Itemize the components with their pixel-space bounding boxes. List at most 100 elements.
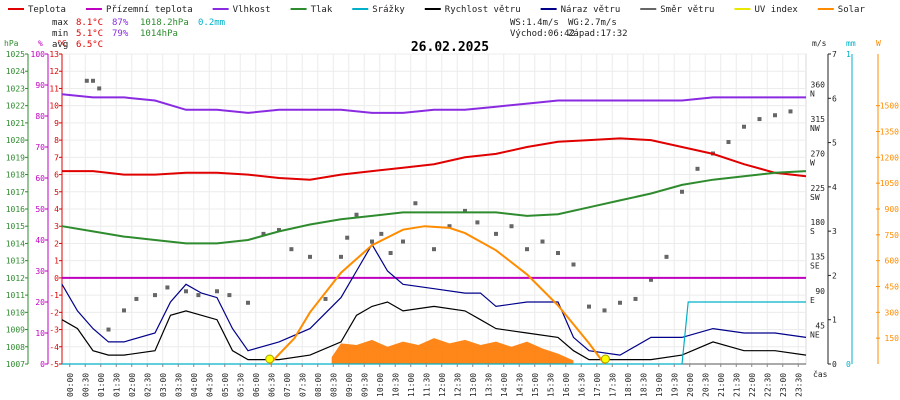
dir-tick-name-1: E — [810, 296, 815, 305]
wind-dir-point — [494, 231, 498, 236]
solar-tick-7: 1200 — [880, 153, 899, 162]
x-tick-label-23: 11:30 — [422, 373, 431, 397]
wind-dir-point — [345, 235, 350, 240]
wind-dir-point — [618, 300, 622, 305]
solar-tick-6: 1050 — [880, 179, 899, 188]
unit-wind: m/s — [812, 39, 827, 48]
wind-dir-point — [227, 293, 232, 298]
press-tick-15: 1022 — [6, 102, 25, 111]
press-tick-13: 1020 — [6, 136, 25, 145]
press-tick-5: 1012 — [6, 274, 25, 283]
unit-rain: mm — [846, 39, 856, 48]
unit-hum: % — [38, 39, 43, 48]
x-tick-label-14: 07:00 — [283, 373, 292, 397]
stats-block: max 8.1°C 87% 1018.2hPa 0.2mm min 5.1°C … — [52, 18, 628, 50]
wind-dir-point — [97, 86, 102, 91]
wind-dir-point — [633, 296, 638, 301]
x-tick-label-5: 02:30 — [143, 373, 152, 397]
wind-dir-point — [587, 304, 591, 309]
x-tick-label-34: 17:00 — [593, 373, 602, 397]
temp-tick-0: -5 — [49, 360, 59, 369]
wind-dir-point — [388, 251, 393, 256]
press-tick-16: 1023 — [6, 84, 25, 93]
wind-dir-point — [370, 239, 374, 244]
series-6-line — [62, 301, 806, 365]
x-tick-label-15: 07:30 — [298, 373, 307, 397]
wind-dir-point — [379, 231, 384, 236]
x-tick-label-44: 22:00 — [748, 373, 757, 397]
temp-tick-17: 12 — [49, 67, 59, 76]
wind-dir-point — [261, 231, 266, 236]
solar-tick-3: 600 — [885, 257, 900, 266]
x-tick-label-3: 01:30 — [112, 373, 121, 397]
wind-dir-point — [339, 254, 343, 259]
x-tick-label-32: 16:00 — [562, 373, 571, 397]
x-tick-label-38: 19:00 — [655, 373, 664, 397]
hum-tick-3: 30 — [35, 267, 45, 276]
x-tick-label-33: 16:30 — [577, 373, 586, 397]
press-tick-14: 1021 — [6, 119, 25, 128]
series-0-line — [62, 137, 807, 181]
dir-tick-name-3: S — [810, 227, 815, 236]
stat-sunset: Západ:17:32 — [568, 29, 628, 39]
solar-tick-8: 1350 — [880, 128, 899, 137]
wind-dir-point — [106, 327, 111, 332]
dir-tick-name-2: SE — [810, 262, 820, 271]
x-tick-label-43: 21:30 — [732, 373, 741, 397]
x-tick-label-42: 21:00 — [717, 373, 726, 397]
wind-dir-point — [757, 117, 762, 122]
wind-dir-point — [215, 289, 219, 294]
wind-dir-point — [289, 247, 294, 252]
x-axis: 00:00 00:30 01:00 01:30 02:00 02:30 03:00 03:30… — [66, 364, 803, 397]
stat-sunrise: Východ:06:42 — [510, 29, 575, 39]
x-tick-label-45: 22:30 — [763, 373, 772, 397]
dir-tick-deg-5: 270 — [811, 149, 826, 158]
x-tick-label-47: 23:30 — [794, 373, 803, 397]
legend-label-7: Směr větru — [660, 5, 714, 15]
dir-tick-name-5: W — [810, 158, 815, 167]
temp-tick-4: -1 — [49, 291, 59, 300]
stat-min-press: 1014hPa — [140, 29, 178, 39]
x-tick-label-1: 00:30 — [81, 373, 90, 397]
legend-label-1: Přízemní teplota — [106, 5, 193, 15]
temp-tick-14: 9 — [54, 119, 59, 128]
stat-min-hum: 79% — [112, 29, 129, 39]
press-tick-3: 1010 — [6, 308, 25, 317]
press-tick-6: 1013 — [6, 257, 25, 266]
wind-dir-point — [153, 293, 157, 298]
wind-dir-point — [680, 189, 684, 194]
wind-dir-point — [84, 78, 89, 83]
wind-dir-point — [788, 109, 793, 114]
unit-press: hPa — [4, 39, 19, 48]
wind-dir-point — [308, 254, 312, 259]
wind-tick-5: 5 — [832, 139, 837, 148]
wind-dir-point — [246, 300, 250, 305]
temp-tick-10: 5 — [54, 188, 59, 197]
temp-tick-18: 13 — [49, 50, 59, 59]
x-tick-label-35: 17:30 — [608, 373, 617, 397]
x-tick-label-24: 12:00 — [438, 373, 447, 397]
legend-label-0: Teplota — [28, 5, 66, 15]
legend-label-9: Solar — [838, 5, 866, 15]
temp-tick-16: 11 — [49, 84, 59, 93]
stat-min-temp: 5.1°C — [76, 29, 103, 39]
chart-date: 26.02.2025 — [411, 40, 489, 55]
press-tick-1: 1008 — [6, 343, 25, 352]
series-5-line — [61, 243, 807, 356]
stat-max-hum: 87% — [112, 18, 129, 28]
legend-label-3: Tlak — [311, 5, 333, 15]
stat-max-rain: 0.2mm — [198, 18, 225, 28]
rain-tick-1: 1 — [846, 50, 851, 59]
press-tick-9: 1016 — [6, 205, 25, 214]
solar-fill-area — [331, 338, 574, 364]
x-tick-label-26: 13:00 — [469, 373, 478, 397]
press-tick-11: 1018 — [6, 171, 25, 180]
wind-dir-point — [695, 166, 700, 171]
wind-dir-point — [463, 208, 467, 213]
temp-tick-13: 8 — [54, 136, 59, 145]
temp-tick-7: 2 — [54, 239, 59, 248]
wind-dir-point — [122, 308, 126, 313]
solar-tick-2: 450 — [885, 283, 900, 292]
sunset-marker — [600, 354, 610, 364]
press-tick-7: 1014 — [6, 239, 25, 248]
